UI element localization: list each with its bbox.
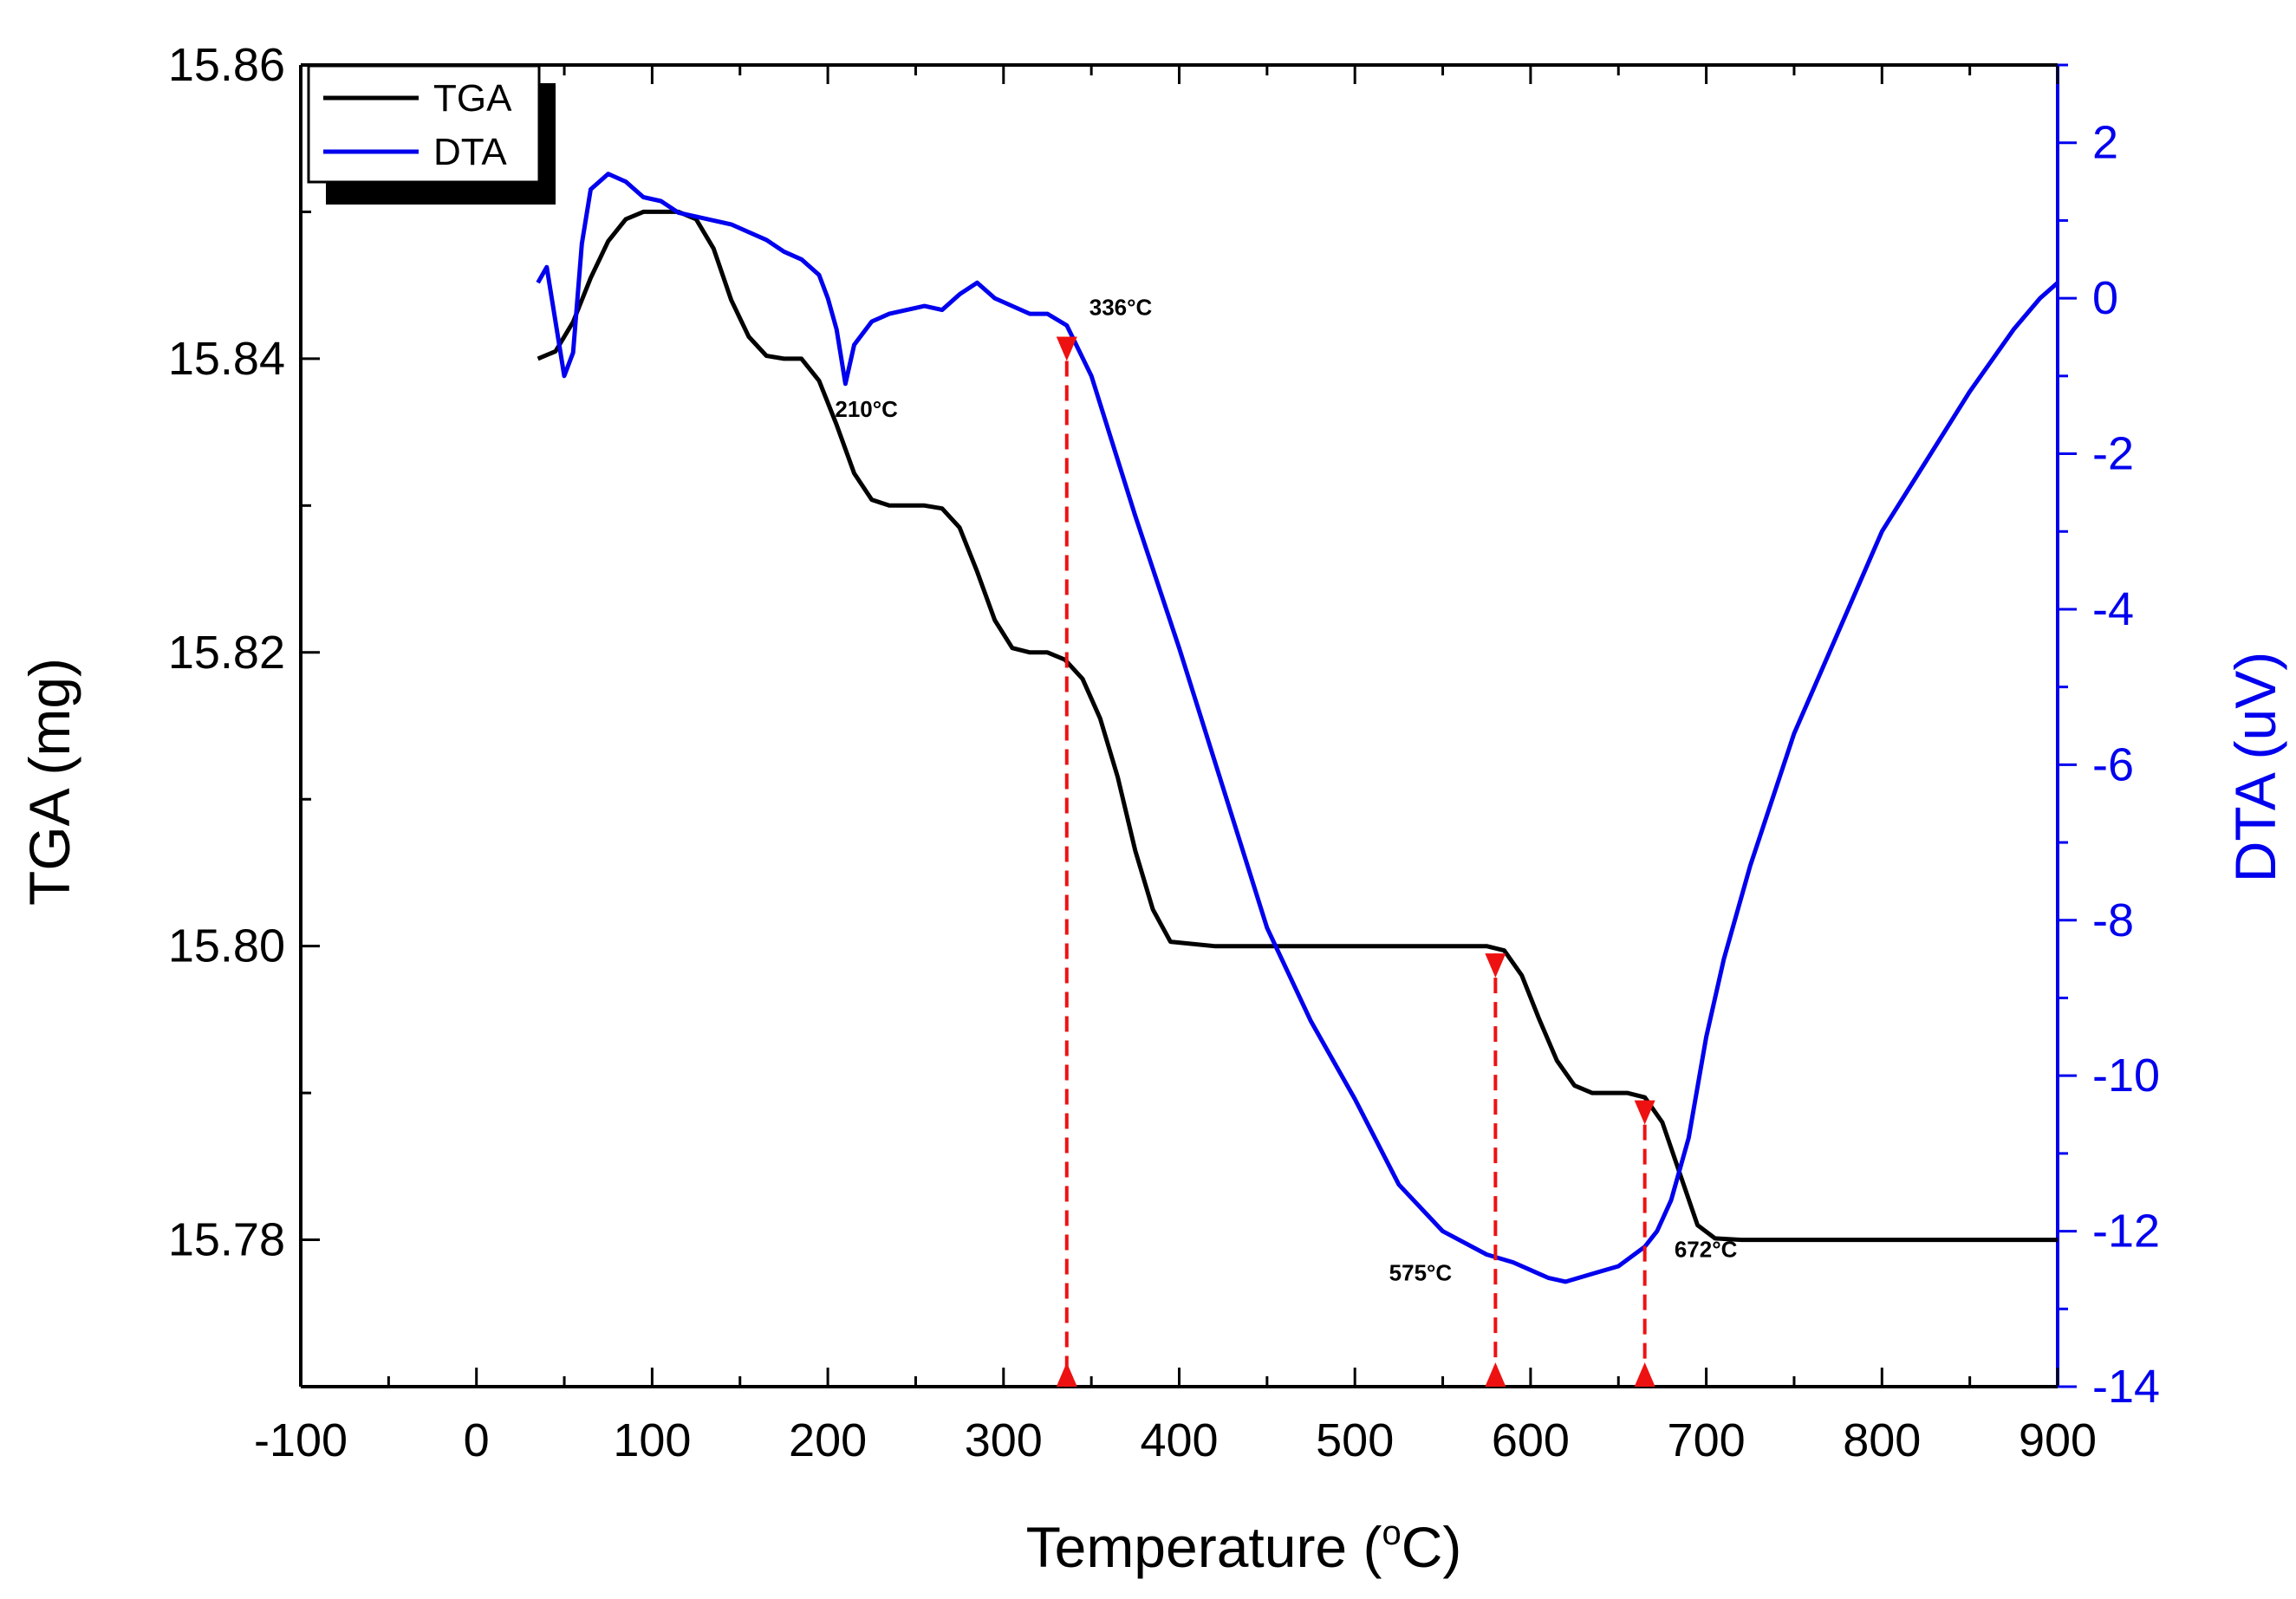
annotation-label: 210°C — [835, 396, 898, 422]
x-tick-label: -100 — [254, 1414, 348, 1466]
y-right-tick-label: -14 — [2092, 1361, 2160, 1413]
marker-triangle-up — [1485, 1362, 1506, 1387]
y-right-tick-label: -8 — [2092, 894, 2134, 946]
y-right-axis-title: DTA (uV) — [2223, 652, 2287, 882]
legend-box — [307, 64, 541, 184]
legend: TGA DTA — [307, 64, 556, 205]
legend-dta-label: DTA — [433, 131, 507, 173]
y-left-tick-label: 15.82 — [168, 627, 285, 679]
y-right-tick-label: -12 — [2092, 1206, 2160, 1258]
y-right-tick-label: -10 — [2092, 1050, 2160, 1102]
annotation-label: 672°C — [1675, 1237, 1738, 1263]
y-left-tick-labels: 15.86 15.84 15.82 15.80 15.78 — [168, 39, 285, 1266]
marker-triangle-up — [1056, 1362, 1077, 1387]
x-tick-label: 500 — [1316, 1414, 1394, 1466]
x-tick-label: 400 — [1140, 1414, 1218, 1466]
marker-triangle-up — [1634, 1362, 1655, 1387]
x-tick-label: 100 — [613, 1414, 691, 1466]
markers-layer — [1056, 336, 1655, 1387]
y-right-tick-label: -6 — [2092, 738, 2134, 790]
marker-triangle-down — [1634, 1100, 1655, 1125]
legend-tga-label: TGA — [433, 77, 512, 120]
x-tick-labels: -100 0 100 200 300 400 500 600 700 800 900 — [254, 1414, 2097, 1466]
marker-triangle-down — [1485, 953, 1506, 978]
y-left-tick-label: 15.84 — [168, 333, 285, 385]
y-left-tick-label: 15.86 — [168, 39, 285, 91]
y-right-tick-label: -4 — [2092, 583, 2134, 635]
y-right-tick-label: 0 — [2092, 272, 2118, 324]
series-tga-line — [537, 209, 2058, 1243]
y-right-tick-label: 2 — [2092, 117, 2118, 169]
y-left-tick-label: 15.78 — [168, 1214, 285, 1266]
marker-triangle-down — [1056, 336, 1077, 361]
series-dta-line — [536, 172, 2059, 1284]
x-tick-label: 800 — [1843, 1414, 1921, 1466]
annotation-label: 336°C — [1089, 295, 1153, 321]
y-left-tick-label: 15.80 — [168, 920, 285, 972]
x-axis-title: Temperature (oC) — [1026, 1514, 1462, 1579]
tick-marks — [299, 63, 2077, 1388]
y-right-tick-labels: 2 0 -2 -4 -6 -8 -10 -12 -14 — [2092, 117, 2160, 1413]
annotation-label: 575°C — [1389, 1260, 1453, 1286]
y-left-axis-title: TGA (mg) — [17, 658, 81, 906]
x-tick-label: 0 — [464, 1414, 490, 1466]
x-tick-label: 600 — [1492, 1414, 1570, 1466]
axes — [299, 63, 2059, 1388]
annotations-layer: 210°C 336°C 575°C 672°C — [835, 295, 1737, 1286]
y-right-tick-label: -2 — [2092, 428, 2134, 480]
x-tick-label: 200 — [789, 1414, 867, 1466]
x-tick-label: 300 — [965, 1414, 1043, 1466]
x-tick-label: 900 — [2019, 1414, 2097, 1466]
series-layer — [536, 172, 2059, 1284]
x-tick-label: 700 — [1668, 1414, 1746, 1466]
